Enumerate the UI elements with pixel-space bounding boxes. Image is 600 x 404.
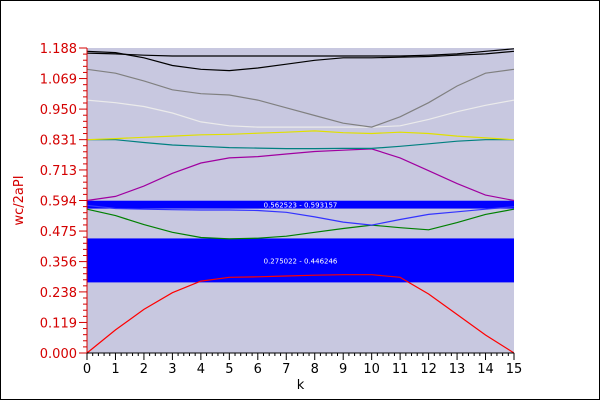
band-line-5 [87, 139, 514, 150]
y-tick-label: 0.356 [40, 256, 77, 271]
band-line-4 [86, 148, 515, 202]
x-tick-label: 5 [225, 362, 233, 377]
band-line-7 [86, 99, 515, 128]
band-line-9 [86, 50, 515, 72]
x-tick-label: 10 [363, 362, 380, 377]
x-tick-label: 14 [477, 362, 494, 377]
y-axis-label: wc/2aPI [12, 175, 27, 225]
axes: 0.000 0.119 0.238 0.356 0.475 0.594 0.713 0.831… [40, 42, 522, 377]
y-tick-label: 0.238 [40, 286, 77, 301]
y-tick-label: 0.000 [40, 347, 77, 362]
band-line-10 [86, 48, 515, 57]
y-tick-label: 1.069 [40, 73, 77, 88]
y-tick-label: 1.188 [40, 42, 77, 57]
y-tick-label: 0.475 [40, 225, 77, 240]
band-gap-2 [87, 200, 514, 209]
band-line-3 [86, 204, 515, 226]
band-line-1 [86, 274, 515, 354]
x-tick-label: 15 [506, 362, 523, 377]
band-line-2 [86, 208, 515, 240]
y-tick-label: 0.119 [40, 316, 77, 331]
x-tick-label: 12 [420, 362, 437, 377]
y-tick-label: 0.594 [40, 195, 77, 210]
x-tick-label: 11 [392, 362, 409, 377]
x-tick-label: 3 [168, 362, 176, 377]
x-tick-label: 2 [140, 362, 148, 377]
x-tick-label: 8 [311, 362, 319, 377]
x-tick-label: 4 [197, 362, 205, 377]
y-tick-label: 0.950 [40, 103, 77, 118]
band-line-6 [86, 130, 515, 141]
band-gap-label-2: 0.562523 - 0.593157 [264, 202, 338, 210]
band-lines [86, 48, 515, 354]
band-gap-label-1: 0.275022 - 0.446246 [264, 257, 338, 265]
x-tick-label: 6 [254, 362, 262, 377]
plot-background [87, 48, 514, 353]
y-tick-label: 0.831 [40, 134, 77, 149]
x-axis-label: k [297, 378, 305, 393]
x-tick-label: 1 [111, 362, 119, 377]
x-tick-label: 7 [282, 362, 290, 377]
y-tick-label: 0.713 [40, 164, 77, 179]
band-line-8 [86, 68, 515, 128]
x-tick-label: 13 [449, 362, 466, 377]
x-tick-label: 9 [339, 362, 347, 377]
x-tick-label: 0 [83, 362, 91, 377]
